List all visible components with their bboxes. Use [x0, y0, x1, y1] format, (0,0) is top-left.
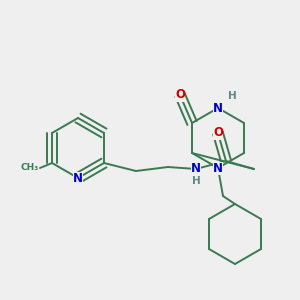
Text: H: H [192, 176, 200, 186]
Text: CH₃: CH₃ [21, 164, 39, 172]
Text: N: N [191, 163, 201, 176]
Text: H: H [228, 91, 236, 101]
Text: O: O [213, 127, 223, 140]
Text: N: N [73, 172, 83, 184]
Text: O: O [175, 88, 185, 101]
Text: N: N [213, 101, 223, 115]
Text: N: N [213, 161, 223, 175]
